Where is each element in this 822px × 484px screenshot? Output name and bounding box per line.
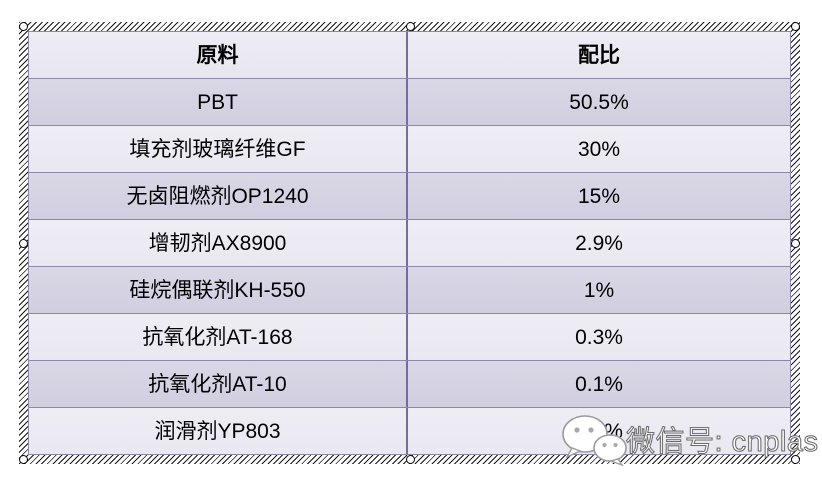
cell-ratio: 1%	[406, 267, 790, 313]
table-row: 抗氧化剂AT-168 0.3%	[29, 314, 790, 361]
resize-handle-middle-left[interactable]	[19, 239, 28, 248]
table-row: 无卤阻燃剂OP1240 15%	[29, 173, 790, 220]
resize-handle-middle-right[interactable]	[791, 239, 800, 248]
watermark-label: 微信号: cnplas	[625, 426, 819, 459]
cell-ratio: 50.5%	[406, 79, 790, 125]
table-row: 抗氧化剂AT-10 0.1%	[29, 361, 790, 408]
table-row: 硅烷偶联剂KH-550 1%	[29, 267, 790, 314]
cell-ratio: 0.3%	[406, 314, 790, 360]
header-cell-material: 原料	[196, 43, 239, 67]
cell-ratio: 15%	[406, 173, 790, 219]
cell-material: 抗氧化剂AT-168	[142, 325, 293, 349]
cell-material: 无卤阻燃剂OP1240	[126, 184, 309, 208]
resize-handle-top-center[interactable]	[405, 22, 415, 31]
wechat-icon	[562, 415, 627, 466]
resize-handle-top-left[interactable]	[19, 22, 28, 31]
wechat-watermark: 微信号: cnplas	[558, 410, 818, 466]
resize-handle-bottom-center[interactable]	[405, 455, 415, 464]
cell-ratio: 2.9%	[406, 220, 790, 266]
formula-table: 原料 配比 PBT 50.5% 填充剂玻璃纤维GF 30% 无卤阻燃剂OP124…	[28, 31, 791, 455]
cell-material: 填充剂玻璃纤维GF	[129, 137, 306, 161]
cell-ratio: 30%	[406, 126, 790, 172]
table-row: 增韧剂AX8900 2.9%	[29, 220, 790, 267]
table-row: PBT 50.5%	[29, 79, 790, 126]
cell-material: 抗氧化剂AT-10	[148, 372, 287, 396]
cell-material: 增韧剂AX8900	[148, 231, 287, 255]
cell-material: 硅烷偶联剂KH-550	[129, 278, 306, 302]
resize-handle-bottom-right[interactable]	[791, 455, 800, 464]
header-cell-ratio: 配比	[406, 32, 790, 78]
cell-material: PBT	[197, 90, 238, 114]
table-row: 填充剂玻璃纤维GF 30%	[29, 126, 790, 173]
selected-table-object[interactable]: 原料 配比 PBT 50.5% 填充剂玻璃纤维GF 30% 无卤阻燃剂OP124…	[19, 22, 800, 464]
cell-ratio: 0.1%	[406, 361, 790, 407]
table-header-row: 原料 配比	[29, 32, 790, 79]
resize-handle-top-right[interactable]	[791, 22, 800, 31]
cell-material: 润滑剂YP803	[154, 419, 281, 443]
resize-handle-bottom-left[interactable]	[19, 455, 28, 464]
